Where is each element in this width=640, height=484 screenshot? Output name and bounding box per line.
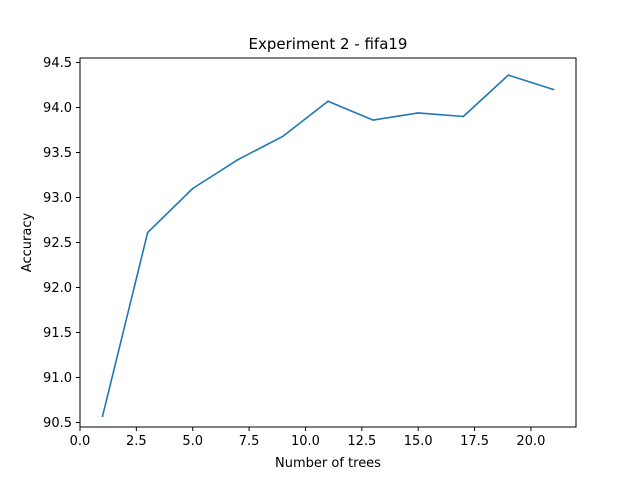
data-point	[462, 115, 465, 118]
data-point	[327, 100, 329, 102]
x-tick-label: 15.0	[404, 434, 433, 449]
data-point	[282, 135, 284, 138]
y-tick-label: 90.5	[43, 416, 72, 431]
y-axis-ticks: 90.5 91.0 91.5 92.0 92.5 93.0 93.5 94.0 94.5	[43, 56, 80, 431]
y-tick-label: 94.0	[43, 101, 72, 116]
x-tick-label: 7.5	[239, 434, 260, 449]
y-tick-label: 91.0	[43, 371, 72, 386]
data-point	[191, 187, 194, 190]
x-tick-label: 5.0	[182, 434, 203, 449]
x-tick-label: 17.5	[460, 434, 489, 449]
x-axis-ticks: 0.0 2.5 5.0 7.5 10.0 12.5 15.0 17.5 20.0	[70, 427, 545, 449]
data-point	[417, 112, 419, 114]
data-point	[146, 231, 149, 234]
plot-frame	[79, 57, 577, 428]
data-point	[372, 119, 374, 121]
y-tick-label: 93.5	[43, 146, 72, 161]
x-tick-label: 0.0	[70, 434, 91, 449]
x-tick-label: 10.0	[291, 434, 320, 449]
y-tick-label: 92.5	[43, 236, 72, 251]
y-tick-label: 91.5	[43, 326, 72, 341]
chart-title: Experiment 2 - fifa19	[249, 35, 408, 53]
y-axis-label: Accuracy	[20, 213, 35, 273]
data-point	[101, 415, 104, 418]
y-tick-label: 92.0	[43, 281, 72, 296]
y-tick-label: 94.5	[43, 56, 72, 71]
x-tick-label: 20.0	[516, 434, 545, 449]
data-point	[507, 74, 510, 76]
x-tick-label: 2.5	[126, 434, 147, 449]
x-axis-label: Number of trees	[275, 456, 381, 471]
plot-area	[80, 58, 576, 427]
data-point	[237, 158, 239, 161]
series-group	[101, 74, 555, 418]
data-point	[552, 88, 555, 91]
x-tick-label: 12.5	[347, 434, 376, 449]
y-tick-label: 93.0	[43, 191, 72, 206]
